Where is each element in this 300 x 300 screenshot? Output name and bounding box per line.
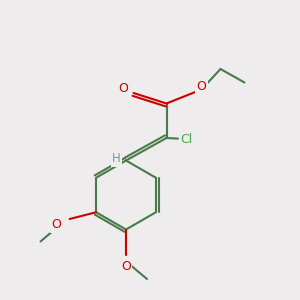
Text: O: O xyxy=(197,80,206,94)
Text: Cl: Cl xyxy=(180,133,192,146)
Text: O: O xyxy=(118,82,128,95)
Text: H: H xyxy=(112,152,121,166)
Text: O: O xyxy=(52,218,61,232)
Text: O: O xyxy=(121,260,131,274)
